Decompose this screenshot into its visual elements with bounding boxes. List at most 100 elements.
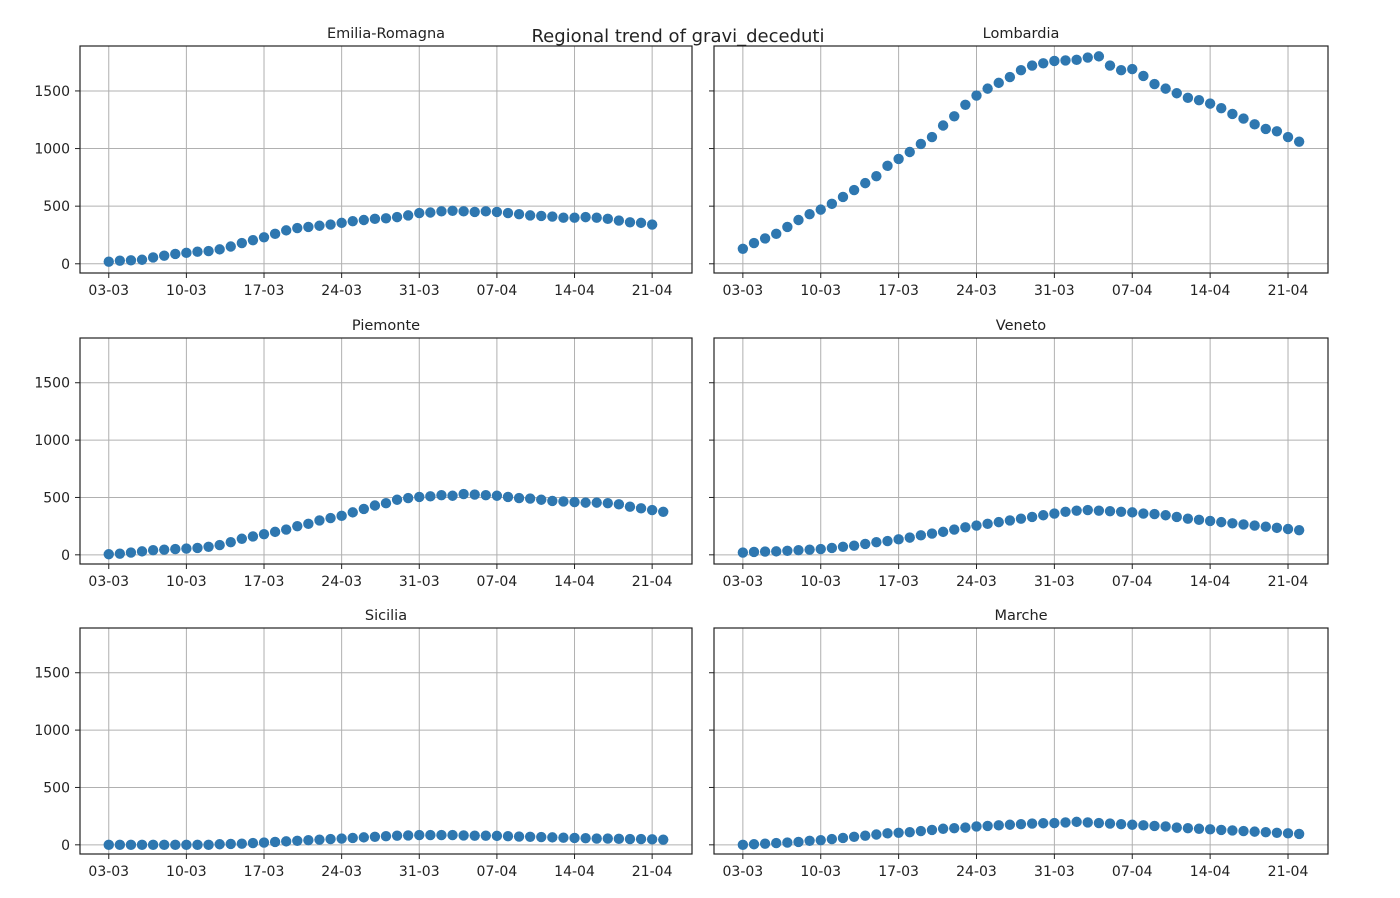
sicilia-point bbox=[536, 831, 547, 843]
sicilia-point bbox=[225, 838, 236, 850]
lombardia-point bbox=[1238, 113, 1249, 124]
piemonte-point bbox=[125, 547, 137, 558]
marche-point bbox=[1216, 824, 1227, 836]
emilia-romagna-point bbox=[402, 210, 414, 221]
lombardia-point bbox=[937, 120, 949, 131]
piemonte-point bbox=[536, 494, 547, 505]
veneto-point bbox=[1093, 505, 1105, 516]
piemonte-point bbox=[170, 543, 181, 555]
marche-point bbox=[882, 828, 893, 839]
marche-point bbox=[748, 839, 760, 850]
piemonte-point bbox=[391, 494, 403, 505]
emilia-romagna-point bbox=[181, 247, 192, 259]
lombardia-xtick-label: 14-04 bbox=[1190, 283, 1231, 299]
veneto-point bbox=[782, 545, 793, 557]
lombardia-point bbox=[1182, 92, 1194, 104]
emilia-romagna-point bbox=[314, 220, 325, 231]
veneto-point bbox=[1127, 507, 1138, 518]
sicilia-point bbox=[458, 830, 469, 841]
marche-point bbox=[960, 822, 971, 833]
veneto-point bbox=[937, 526, 949, 538]
sicilia-xtick-label: 17-03 bbox=[244, 864, 285, 880]
emilia-romagna-point bbox=[125, 255, 137, 266]
piemonte-point bbox=[280, 524, 292, 535]
veneto-xtick-label: 03-03 bbox=[723, 574, 764, 590]
lombardia-point bbox=[1138, 70, 1149, 82]
veneto-point bbox=[748, 546, 760, 558]
sicilia-point bbox=[591, 833, 602, 844]
piemonte-xtick-label: 24-03 bbox=[321, 574, 362, 590]
emilia-romagna-point bbox=[580, 211, 591, 223]
marche-point bbox=[782, 837, 793, 848]
marche-point bbox=[1260, 827, 1271, 838]
piemonte-point bbox=[624, 501, 636, 512]
marche-point bbox=[1182, 822, 1194, 834]
piemonte-xtick-label: 10-03 bbox=[166, 574, 207, 590]
marche-point bbox=[837, 832, 849, 844]
marche-xtick-label: 31-03 bbox=[1034, 864, 1075, 880]
veneto-point bbox=[1271, 522, 1283, 534]
marche-point bbox=[1238, 825, 1249, 837]
veneto-point bbox=[882, 535, 893, 547]
emilia-romagna-point bbox=[602, 213, 613, 225]
veneto-point bbox=[1071, 505, 1082, 516]
marche-point bbox=[1282, 828, 1294, 839]
emilia-romagna-point bbox=[613, 215, 625, 226]
sicilia-point bbox=[258, 837, 270, 848]
veneto-point bbox=[1104, 506, 1116, 517]
lombardia-point bbox=[1227, 108, 1238, 120]
marche-point bbox=[1104, 818, 1116, 829]
emilia-romagna-point bbox=[547, 211, 558, 222]
emilia-romagna-point bbox=[325, 219, 336, 230]
marche-point bbox=[1004, 819, 1016, 830]
sicilia-point bbox=[513, 831, 525, 842]
marche-point bbox=[826, 833, 838, 845]
lombardia-point bbox=[1271, 126, 1283, 137]
piemonte-point bbox=[214, 539, 225, 551]
veneto-point bbox=[793, 545, 804, 556]
sicilia-point bbox=[524, 831, 536, 842]
lombardia-point bbox=[982, 83, 993, 94]
marche-point bbox=[871, 829, 882, 840]
emilia-romagna-point bbox=[103, 256, 114, 267]
piemonte-xtick-label: 14-04 bbox=[554, 574, 595, 590]
veneto-xtick-label: 07-04 bbox=[1112, 574, 1153, 590]
lombardia-point bbox=[1293, 136, 1305, 147]
veneto-point bbox=[1238, 519, 1249, 530]
emilia-romagna-point bbox=[425, 207, 436, 218]
sicilia-point bbox=[414, 829, 425, 841]
marche-point bbox=[1138, 820, 1149, 831]
sicilia-ytick-label: 500 bbox=[43, 780, 70, 796]
piemonte-point bbox=[580, 497, 591, 508]
piemonte-point bbox=[425, 491, 436, 502]
veneto-point bbox=[826, 542, 838, 554]
veneto-point bbox=[993, 516, 1004, 528]
piemonte-ytick-label: 500 bbox=[43, 490, 70, 506]
sicilia-point bbox=[491, 830, 503, 842]
piemonte-point bbox=[103, 549, 114, 560]
marche-title: Marche bbox=[994, 608, 1047, 624]
sicilia-xtick-label: 07-04 bbox=[477, 864, 518, 880]
marche-point bbox=[1071, 816, 1082, 828]
emilia-romagna-point bbox=[569, 212, 580, 223]
piemonte-point bbox=[247, 531, 259, 542]
marche-point bbox=[1127, 819, 1138, 830]
emilia-romagna-ytick-label: 1500 bbox=[34, 84, 70, 100]
marche-xtick-label: 14-04 bbox=[1190, 864, 1231, 880]
veneto-point bbox=[1293, 524, 1305, 536]
veneto-point bbox=[926, 528, 938, 539]
emilia-romagna-point bbox=[513, 209, 525, 220]
marche-point bbox=[1204, 824, 1216, 835]
lombardia-xtick-label: 17-03 bbox=[878, 283, 919, 299]
lombardia-point bbox=[1093, 51, 1105, 62]
emilia-romagna-point bbox=[624, 217, 636, 228]
piemonte-xtick-label: 03-03 bbox=[88, 574, 129, 590]
piemonte-point bbox=[447, 490, 458, 501]
piemonte-point bbox=[635, 503, 647, 514]
sicilia-point bbox=[391, 830, 403, 841]
sicilia-point bbox=[203, 839, 214, 851]
emilia-romagna-point bbox=[491, 206, 503, 218]
piemonte-point bbox=[314, 515, 325, 526]
emilia-romagna-point bbox=[114, 255, 126, 266]
veneto-point bbox=[804, 544, 815, 555]
